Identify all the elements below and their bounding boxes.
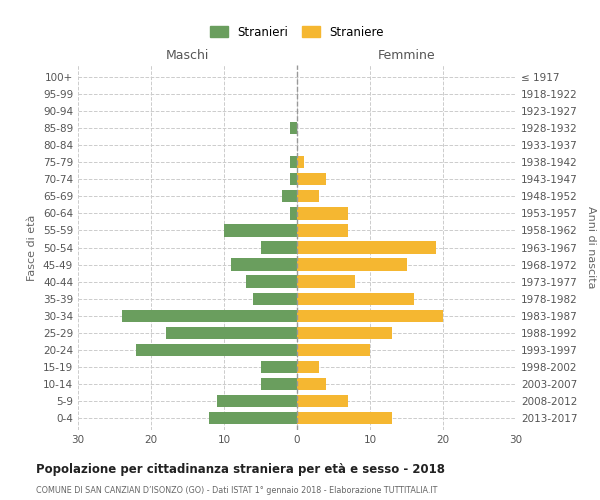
Legend: Stranieri, Straniere: Stranieri, Straniere (204, 20, 390, 44)
Bar (122, 310, 297, 322)
Bar (297, 361, 319, 373)
Bar (297, 412, 392, 424)
Bar (297, 173, 326, 186)
Bar (283, 190, 297, 202)
Bar (260, 361, 297, 373)
Bar (217, 395, 297, 407)
Y-axis label: Anni di nascita: Anni di nascita (586, 206, 596, 289)
Bar (260, 378, 297, 390)
Bar (224, 224, 297, 236)
Bar (297, 326, 392, 339)
Bar (297, 190, 319, 202)
Bar (297, 395, 348, 407)
Text: Femmine: Femmine (377, 50, 436, 62)
Bar (297, 292, 414, 305)
Bar (260, 242, 297, 254)
Bar (136, 344, 297, 356)
Bar (297, 310, 443, 322)
Bar (297, 207, 348, 220)
Y-axis label: Fasce di età: Fasce di età (28, 214, 37, 280)
Bar (290, 122, 297, 134)
Bar (209, 412, 297, 424)
Bar (246, 276, 297, 288)
Text: Maschi: Maschi (166, 50, 209, 62)
Bar (290, 156, 297, 168)
Bar (290, 207, 297, 220)
Text: Popolazione per cittadinanza straniera per età e sesso - 2018: Popolazione per cittadinanza straniera p… (36, 462, 445, 475)
Bar (297, 242, 436, 254)
Bar (290, 173, 297, 186)
Text: COMUNE DI SAN CANZIAN D’ISONZO (GO) - Dati ISTAT 1° gennaio 2018 - Elaborazione : COMUNE DI SAN CANZIAN D’ISONZO (GO) - Da… (36, 486, 437, 495)
Bar (232, 258, 297, 270)
Bar (297, 258, 407, 270)
Bar (297, 344, 370, 356)
Bar (253, 292, 297, 305)
Bar (297, 276, 355, 288)
Bar (297, 156, 304, 168)
Bar (297, 224, 348, 236)
Bar (297, 378, 326, 390)
Bar (166, 326, 297, 339)
